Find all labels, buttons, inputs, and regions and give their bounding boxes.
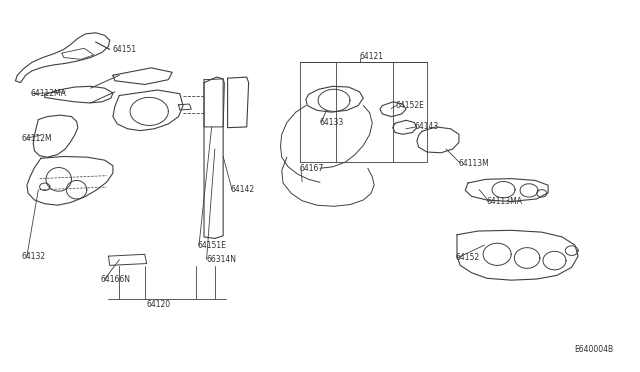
Text: 64143: 64143 <box>414 122 438 131</box>
Text: 64133: 64133 <box>320 118 344 127</box>
Text: 64151E: 64151E <box>198 241 227 250</box>
Text: 64167: 64167 <box>300 164 324 173</box>
Text: 64121: 64121 <box>360 52 383 61</box>
Text: 66314N: 66314N <box>207 254 237 264</box>
Text: 64113MA: 64113MA <box>487 197 523 206</box>
Text: 64151: 64151 <box>113 45 137 54</box>
Text: 64152E: 64152E <box>395 101 424 110</box>
Text: 64142: 64142 <box>231 185 255 194</box>
Text: 64113M: 64113M <box>459 158 490 168</box>
Text: 64132: 64132 <box>22 251 46 261</box>
Text: 64112MA: 64112MA <box>30 89 66 98</box>
Text: 64120: 64120 <box>147 300 171 310</box>
Text: E640004B: E640004B <box>574 345 613 354</box>
Text: 64166N: 64166N <box>100 275 130 283</box>
Text: 64152: 64152 <box>455 253 479 263</box>
Text: 64112M: 64112M <box>22 134 52 142</box>
